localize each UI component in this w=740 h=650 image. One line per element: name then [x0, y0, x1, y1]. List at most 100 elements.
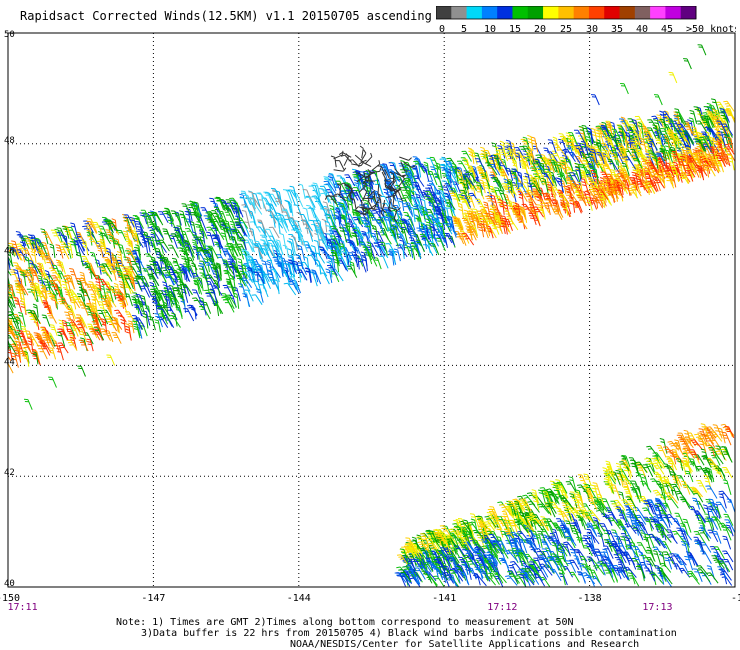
- wind-barb: [577, 571, 586, 584]
- wind-barb: [499, 169, 507, 183]
- wind-barb: [297, 269, 308, 281]
- wind-barb: [450, 187, 461, 202]
- wind-barb: [127, 320, 135, 334]
- wind-barb: [133, 234, 139, 249]
- wind-barb: [555, 479, 565, 493]
- wind-barb: [76, 314, 86, 328]
- wind-barb: [104, 281, 114, 294]
- wind-barb: [254, 246, 264, 259]
- note-line-1: Note: 1) Times are GMT 2)Times along bot…: [116, 617, 574, 628]
- wind-barb: [69, 268, 79, 283]
- wind-barb: [289, 276, 299, 291]
- wind-barb: [352, 222, 359, 237]
- wind-barb: [516, 183, 527, 194]
- wind-barb: [518, 569, 531, 581]
- wind-barb: [456, 566, 467, 581]
- wind-barb: [428, 535, 440, 550]
- wind-barb: [606, 468, 620, 481]
- wind-barb: [498, 557, 510, 569]
- wind-barb: [471, 211, 481, 227]
- wind-barb: [477, 224, 485, 238]
- wind-barb: [556, 481, 568, 494]
- legend-swatch: [558, 6, 575, 19]
- wind-barb: [500, 220, 511, 234]
- wind-barb: [15, 231, 25, 247]
- wind-barb: [656, 445, 667, 458]
- wind-barb: [565, 481, 577, 493]
- wind-barb: [635, 472, 645, 487]
- wind-barb: [370, 216, 382, 229]
- wind-barb: [61, 319, 69, 333]
- wind-barb: [699, 136, 710, 148]
- wind-barb: [172, 269, 182, 281]
- wind-barb: [722, 535, 732, 550]
- wind-barb: [648, 138, 658, 152]
- wind-barb: [358, 181, 367, 193]
- plot-frame: [7, 32, 736, 588]
- wind-barb: [434, 531, 442, 546]
- wind-barb: [663, 151, 672, 168]
- wind-barb: [585, 574, 595, 587]
- wind-barb: [696, 152, 707, 165]
- wind-barb: [147, 211, 157, 226]
- wind-barb: [433, 558, 446, 572]
- wind-barb: [412, 175, 425, 187]
- wind-barb: [541, 177, 549, 194]
- wind-barb: [354, 209, 368, 216]
- wind-barb: [362, 203, 375, 217]
- wind-barb: [624, 536, 632, 550]
- wind-barb: [448, 178, 458, 193]
- wind-barb: [654, 457, 666, 469]
- wind-barb: [549, 159, 558, 173]
- wind-barb: [451, 192, 460, 207]
- wind-barb: [704, 518, 714, 531]
- wind-barb: [333, 167, 347, 172]
- wind-barb: [483, 201, 490, 215]
- wind-barb: [613, 554, 624, 569]
- wind-barb: [709, 146, 715, 160]
- wind-barb: [647, 150, 659, 162]
- wind-barb: [154, 313, 163, 328]
- wind-barb: [373, 257, 382, 270]
- wind-barb: [141, 239, 149, 254]
- wind-barb: [455, 518, 463, 533]
- wind-barb: [512, 202, 521, 215]
- wind-barb: [621, 162, 630, 176]
- wind-barb: [584, 512, 596, 525]
- wind-barb: [622, 481, 631, 493]
- wind-barb: [460, 571, 469, 584]
- wind-barb: [384, 169, 394, 179]
- wind-barb: [644, 180, 655, 194]
- wind-barb: [362, 180, 376, 185]
- wind-barb: [512, 538, 524, 553]
- wind-barb: [528, 561, 540, 574]
- wind-barb: [615, 470, 625, 483]
- wind-barb: [654, 564, 662, 578]
- wind-barb: [132, 215, 144, 229]
- wind-barb: [640, 495, 650, 508]
- wind-barb: [8, 283, 14, 297]
- wind-barb: [257, 264, 265, 278]
- wind-barb: [600, 126, 610, 138]
- wind-barb: [721, 526, 732, 541]
- wind-barb: [415, 239, 425, 253]
- wind-barb: [698, 428, 708, 443]
- wind-barb: [385, 243, 397, 256]
- wind-barb: [8, 362, 14, 374]
- wind-barb: [402, 194, 414, 207]
- wind-barb: [301, 219, 309, 234]
- wind-barb: [666, 171, 674, 187]
- wind-barb: [691, 487, 703, 498]
- wind-barb: [561, 161, 568, 177]
- legend-label: >50 knots: [686, 24, 736, 35]
- wind-barb: [28, 313, 38, 327]
- wind-barb: [588, 165, 599, 177]
- wind-barb: [658, 550, 666, 568]
- wind-barb: [100, 328, 111, 341]
- wind-barb: [36, 345, 48, 360]
- wind-barb: [548, 491, 557, 504]
- wind-barb: [10, 352, 19, 368]
- wind-barb: [461, 150, 472, 162]
- wind-barb: [271, 245, 281, 261]
- wind-barb: [521, 155, 530, 170]
